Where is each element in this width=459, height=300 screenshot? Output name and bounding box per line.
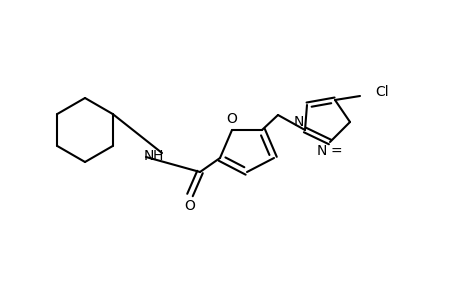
Text: O: O [226,112,237,126]
Text: =: = [330,145,342,159]
Text: N: N [293,115,303,129]
Text: H: H [152,149,163,163]
Text: N: N [144,149,154,163]
Text: Cl: Cl [374,85,388,99]
Text: N: N [316,144,326,158]
Text: O: O [184,199,195,213]
